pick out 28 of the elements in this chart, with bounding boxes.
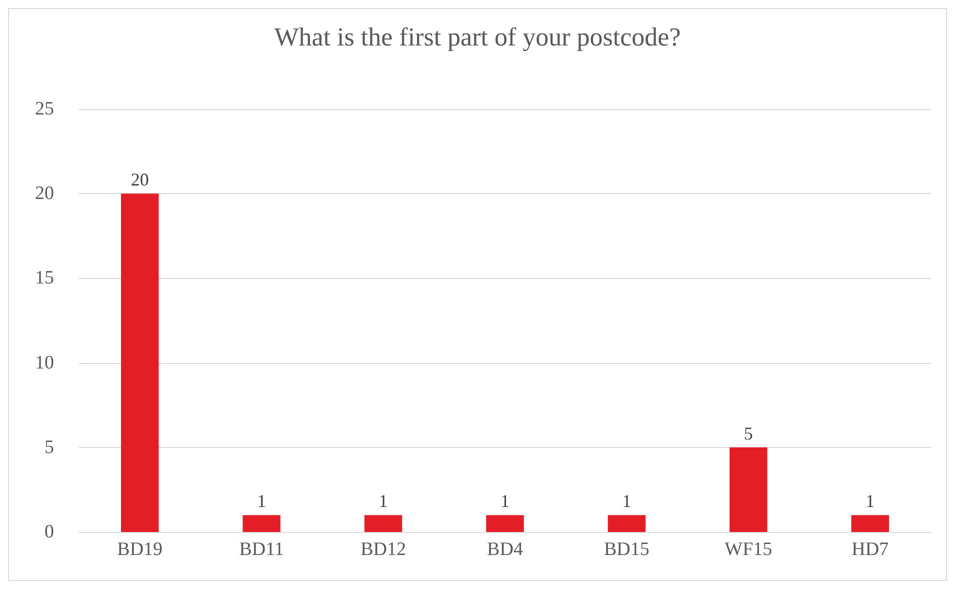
y-tick-label: 20 [35, 183, 54, 204]
data-label: 1 [866, 491, 875, 512]
x-tick-label: WF15 [724, 539, 772, 560]
chart-title: What is the first part of your postcode? [274, 22, 681, 52]
bar [730, 447, 768, 532]
bar [120, 194, 159, 532]
y-tick-label: 25 [35, 98, 54, 120]
x-tick-label: BD15 [604, 539, 650, 560]
y-tick-label: 15 [35, 268, 54, 289]
y-tick-label: 0 [44, 522, 54, 542]
x-tick-label: HD7 [852, 539, 889, 560]
data-label: 1 [622, 491, 632, 512]
y-tick-label: 10 [35, 352, 54, 374]
data-label: 5 [744, 423, 753, 444]
bar [364, 515, 402, 532]
data-label: 1 [500, 491, 510, 512]
data-label: 1 [257, 491, 266, 512]
data-label: 20 [130, 170, 149, 190]
x-tick-label: BD19 [117, 539, 163, 560]
data-label: 1 [378, 491, 388, 512]
bar [851, 515, 890, 532]
bar [242, 515, 280, 532]
y-tick-label: 5 [44, 436, 54, 458]
bar [608, 515, 646, 532]
x-tick-label: BD11 [239, 539, 284, 560]
x-tick-label: BD4 [487, 539, 524, 560]
x-tick-label: BD12 [360, 539, 406, 560]
bar [486, 515, 524, 532]
